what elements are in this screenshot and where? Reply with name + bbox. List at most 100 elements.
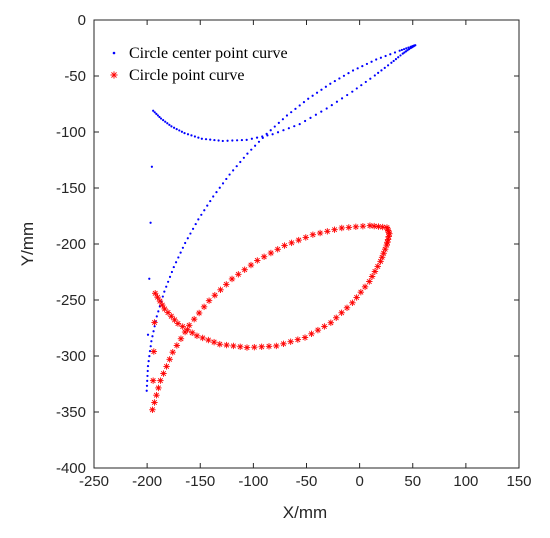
circle-point	[288, 239, 295, 247]
circle-point	[324, 228, 331, 235]
center-point	[164, 120, 167, 123]
center-point	[390, 61, 393, 64]
circle-point	[294, 336, 302, 343]
center-point	[333, 79, 336, 83]
legend-label-point: Circle point curve	[129, 67, 245, 84]
center-point	[166, 122, 169, 125]
center-point	[370, 60, 373, 63]
center-point	[194, 222, 197, 226]
circle-point	[211, 292, 219, 299]
center-point	[162, 119, 165, 122]
circle-point	[223, 341, 230, 349]
center-point	[186, 133, 190, 136]
circle-point	[357, 288, 365, 296]
x-tick-label: -100	[238, 473, 268, 490]
center-point	[254, 144, 257, 147]
center-point	[189, 232, 192, 235]
center-point	[266, 134, 269, 137]
circle-point	[190, 315, 198, 323]
circle-point	[331, 226, 338, 233]
center-point	[406, 49, 409, 52]
center-point	[225, 177, 228, 181]
center-point	[191, 227, 195, 230]
center-point	[246, 152, 249, 155]
circle-point	[173, 342, 181, 349]
center-point	[325, 107, 328, 110]
center-point	[245, 138, 248, 141]
center-point	[403, 51, 406, 54]
circle-point	[280, 340, 287, 348]
circle-point	[237, 343, 244, 350]
circle-point	[241, 266, 248, 273]
circle-point	[205, 297, 213, 304]
center-point	[320, 88, 323, 91]
circle-point	[200, 303, 208, 311]
center-point	[361, 65, 364, 68]
center-point	[163, 290, 166, 293]
circle-point	[247, 261, 255, 269]
center-point	[386, 64, 390, 67]
center-point	[402, 48, 406, 51]
center-point	[320, 110, 323, 113]
center-point	[375, 58, 378, 61]
y-tick-label: -150	[56, 180, 86, 197]
center-point	[175, 127, 178, 131]
center-point	[290, 111, 293, 114]
center-point	[151, 335, 154, 338]
center-point	[281, 118, 284, 121]
center-point	[170, 125, 173, 128]
center-point	[273, 125, 276, 128]
y-tick-label: -400	[56, 460, 86, 477]
circle-point	[309, 231, 317, 238]
center-point	[212, 195, 215, 198]
center-point	[287, 127, 290, 130]
center-point	[365, 62, 369, 66]
center-point	[302, 100, 306, 104]
center-point	[179, 251, 182, 254]
center-point	[158, 115, 161, 119]
center-point	[183, 132, 186, 135]
series-layer	[145, 44, 417, 413]
center-point	[146, 333, 150, 336]
center-point	[146, 379, 149, 382]
center-point	[168, 275, 172, 278]
circle-point	[151, 399, 158, 406]
series-circle-point	[149, 222, 393, 413]
center-point	[152, 330, 155, 333]
center-point	[177, 256, 180, 259]
circle-point	[379, 223, 386, 231]
center-point	[314, 113, 317, 116]
circle-point	[327, 319, 335, 326]
center-point	[193, 135, 197, 138]
center-point	[401, 52, 404, 55]
y-tick-label: -200	[56, 236, 86, 253]
x-tick-label: -200	[132, 473, 162, 490]
center-point	[172, 126, 176, 129]
circle-point	[153, 392, 160, 399]
center-point	[298, 104, 301, 107]
center-point	[261, 135, 264, 138]
center-point	[380, 69, 383, 72]
center-point	[404, 50, 408, 53]
circle-point	[157, 377, 164, 384]
circle-point	[184, 326, 191, 333]
circle-point	[314, 326, 322, 334]
center-point	[145, 384, 149, 387]
center-point	[307, 97, 310, 100]
circle-point	[374, 263, 381, 270]
center-point	[156, 114, 159, 117]
center-point	[303, 119, 307, 123]
center-point	[239, 160, 242, 164]
center-point	[170, 270, 174, 274]
center-point	[190, 134, 193, 137]
circle-point	[160, 370, 167, 377]
center-point	[172, 265, 175, 269]
circle-point	[301, 334, 309, 341]
center-point	[197, 218, 200, 221]
y-tick-label: -250	[56, 292, 86, 309]
center-point	[340, 97, 344, 100]
center-point	[236, 139, 239, 142]
center-point	[309, 116, 312, 119]
circle-point	[386, 230, 393, 237]
